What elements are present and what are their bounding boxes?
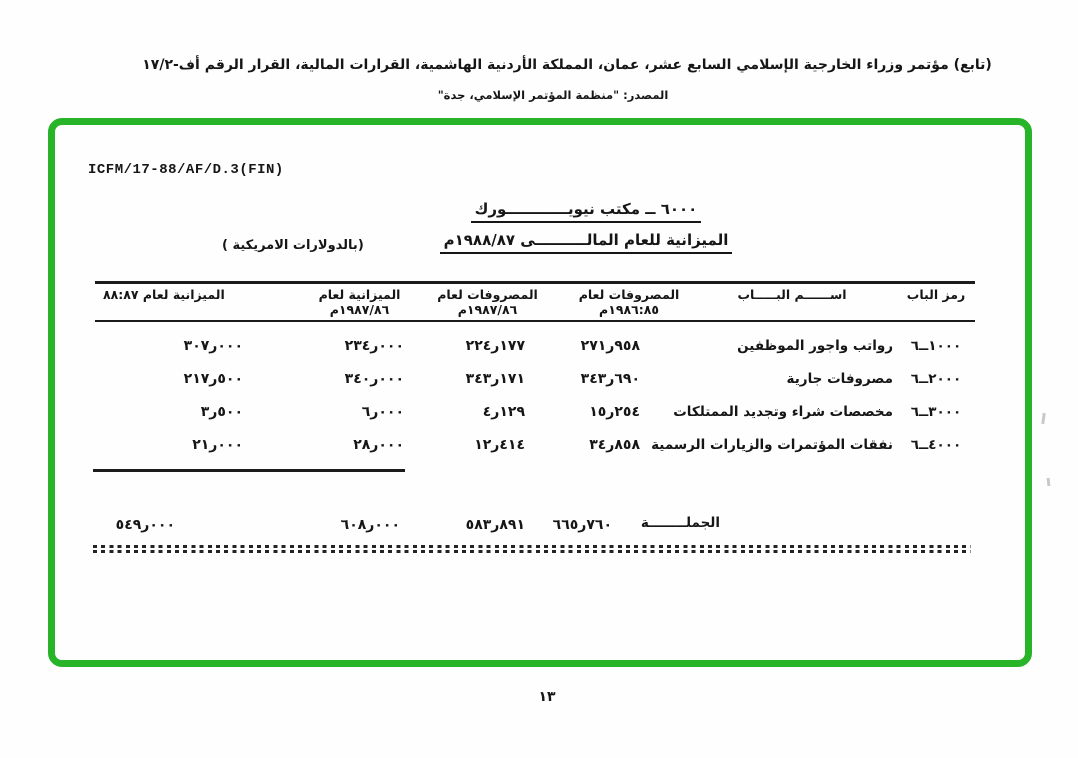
chapter-name-cell: رواتب واجور الموظفين xyxy=(737,337,893,354)
amount-bud-8687: ٣٤٠ر٠٠٠ xyxy=(344,370,404,387)
chapter-code-cell: ٦ــ١٠٠٠ xyxy=(910,337,962,354)
office-title: ٦٠٠٠ ــ مكتب نيويــــــــــــورك xyxy=(470,200,702,223)
double-equals-rule xyxy=(93,545,971,553)
amount-bud-8788: ٣٠٧ر٠٠٠ xyxy=(183,337,243,354)
currency-note: (بالدولارات الامريكية ) xyxy=(222,238,364,253)
total-bud-8687: ٦٠٨ر٠٠٠ xyxy=(340,517,400,533)
office-title-wrap: ٦٠٠٠ ــ مكتب نيويــــــــــــورك xyxy=(0,199,1078,223)
amount-exp-8687: ٣٤٣ر١٧١ xyxy=(465,370,525,387)
col-header-chapter-name: اســــــم البـــــاب xyxy=(737,287,847,302)
col-header-line1: المصروفات لعام xyxy=(437,287,538,302)
total-exp-8586: ٦٦٥ر٧٦٠ xyxy=(552,517,612,533)
scan-speck xyxy=(1046,477,1051,487)
amount-bud-8788: ٢١٧ر٥٠٠ xyxy=(183,370,243,387)
amount-bud-8788: ٢١ر٠٠٠ xyxy=(192,436,243,453)
amount-exp-8687: ٢٢٤ر١٧٧ xyxy=(465,337,525,354)
budget-title: الميزانية للعام المالــــــــــى ١٩٨٨/٨٧… xyxy=(439,231,733,254)
total-exp-8687: ٥٨٣ر٨٩١ xyxy=(465,517,525,533)
conference-header-line: (تابع) مؤتمر وزراء الخارجية الإسلامي الس… xyxy=(142,57,992,73)
col-header-chapter-code: رمز الباب xyxy=(906,287,966,302)
chapter-name-cell: نفقات المؤتمرات والزيارات الرسمية xyxy=(651,436,893,453)
table-row: ٦ــ٤٠٠٠ نفقات المؤتمرات والزيارات الرسمي… xyxy=(95,428,975,461)
amount-exp-8586: ٣٤ر٨٥٨ xyxy=(589,436,640,453)
amount-exp-8687: ٤ر١٢٩ xyxy=(482,403,525,420)
col-header-line2: ١٩٨٧/٨٦م xyxy=(457,302,518,317)
col-header-budget-8788: الميزانية لعام ٨٨:٨٧ xyxy=(103,287,225,302)
subtotal-rule xyxy=(93,469,405,472)
col-header-expenditure-8586: المصروفات لعام ١٩٨٦:٨٥م xyxy=(554,287,704,320)
amount-bud-8687: ٢٨ر٠٠٠ xyxy=(353,436,404,453)
document-ref-code: ICFM/17-88/AF/D.3(FIN) xyxy=(88,162,284,178)
table-row: ٦ــ١٠٠٠ رواتب واجور الموظفين ٢٧١ر٩٥٨ ٢٢٤… xyxy=(95,329,975,362)
totals-row: ٦٦٥ر٧٦٠ ٥٨٣ر٨٩١ ٦٠٨ر٠٠٠ ٥٤٩ر٠٠٠ الجملـــ… xyxy=(95,514,975,536)
page-number: ١٣ xyxy=(538,689,556,705)
col-header-line2: ١٩٨٦:٨٥م xyxy=(599,302,659,317)
budget-title-wrap: الميزانية للعام المالــــــــــى ١٩٨٨/٨٧… xyxy=(0,230,1078,254)
col-header-line1: الميزانية لعام xyxy=(318,287,401,302)
amount-exp-8586: ١٥ر٢٥٤ xyxy=(589,403,640,420)
table-header-row: رمز الباب اســــــم البـــــاب المصروفات… xyxy=(95,281,975,322)
col-header-budget-8687: الميزانية لعام ١٩٨٧/٨٦م xyxy=(297,287,422,320)
source-line: المصدر: "منظمة المؤتمر الإسلامي، جدة" xyxy=(437,88,669,102)
col-header-line2: ١٩٨٧/٨٦م xyxy=(329,302,390,317)
amount-exp-8586: ٢٧١ر٩٥٨ xyxy=(580,337,640,354)
green-annotation-frame xyxy=(48,118,1032,667)
amount-bud-8788: ٣ر٥٠٠ xyxy=(200,403,243,420)
chapter-name-cell: مصروفات جارية xyxy=(786,370,893,387)
chapter-code-cell: ٦ــ٣٠٠٠ xyxy=(910,403,962,420)
chapter-code-cell: ٦ــ٤٠٠٠ xyxy=(910,436,962,453)
chapter-name-cell: مخصصات شراء وتجديد الممتلكات xyxy=(673,403,893,420)
amount-bud-8687: ٢٣٤ر٠٠٠ xyxy=(344,337,404,354)
amount-bud-8687: ٦ر٠٠٠ xyxy=(361,403,404,420)
total-label: الجملــــــــة xyxy=(640,515,720,531)
scan-speck xyxy=(1041,412,1046,425)
table-row: ٦ــ٣٠٠٠ مخصصات شراء وتجديد الممتلكات ١٥ر… xyxy=(95,395,975,428)
amount-exp-8586: ٣٤٣ر٦٩٠ xyxy=(580,370,640,387)
total-bud-8788: ٥٤٩ر٠٠٠ xyxy=(115,517,175,533)
amount-exp-8687: ١٢ر٤١٤ xyxy=(474,436,525,453)
budget-table: رمز الباب اســــــم البـــــاب المصروفات… xyxy=(93,281,975,567)
table-row: ٦ــ٢٠٠٠ مصروفات جارية ٣٤٣ر٦٩٠ ٣٤٣ر١٧١ ٣٤… xyxy=(95,362,975,395)
chapter-code-cell: ٦ــ٢٠٠٠ xyxy=(910,370,962,387)
table-body: ٦ــ١٠٠٠ رواتب واجور الموظفين ٢٧١ر٩٥٨ ٢٢٤… xyxy=(95,329,975,461)
col-header-line1: المصروفات لعام xyxy=(578,287,680,302)
col-header-expenditure-8687: المصروفات لعام ١٩٨٧/٨٦م xyxy=(430,287,545,320)
